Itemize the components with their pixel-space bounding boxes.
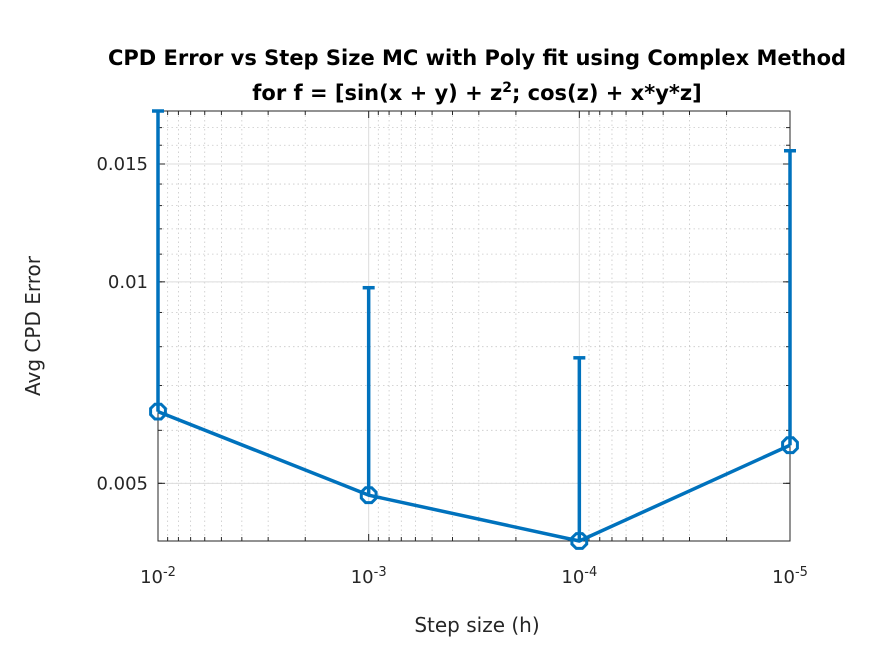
x-tick-exponent: -4 [584,565,597,580]
chart-title-line2-suffix: ; cos(z) + x*y*z] [512,81,702,105]
data-point-marker [359,486,378,505]
x-tick-exponent: -2 [163,565,176,580]
y-tick-label: 0.01 [108,272,148,293]
y-tick-label: 0.005 [96,473,148,494]
x-tick-exponent: -3 [374,565,387,580]
chart-title-line1: CPD Error vs Step Size MC with Poly fit … [108,46,846,70]
chart-title-line2: for f = [sin(x + y) + z2; cos(z) + x*y*z… [252,80,701,105]
error-bars [152,109,796,541]
x-tick-label: 10-4 [561,565,597,589]
y-tick-labels: 0.005 0.01 0.015 [96,154,148,494]
chart-title-line2-prefix: for f = [sin(x + y) + z [252,81,502,105]
x-tick-exponent: -5 [795,565,808,580]
chart-title-line2-sup: 2 [502,80,512,96]
x-tick-label: 10-2 [140,565,176,589]
x-tick-label: 10-3 [351,565,387,589]
series-markers [149,402,799,550]
x-axis-label: Step size (h) [414,613,539,637]
plot-area [158,111,790,541]
x-tick-labels: 10-2 10-3 10-4 10-5 [140,565,808,589]
y-axis-label: Avg CPD Error [21,255,45,396]
x-tick-base: 10 [772,567,795,588]
series-line [157,409,791,543]
x-tick-base: 10 [351,567,374,588]
x-tick-label: 10-5 [772,565,808,589]
y-tick-label: 0.015 [96,154,148,175]
data-point-marker [149,402,167,421]
x-tick-base: 10 [561,567,584,588]
data-point-marker [570,532,589,550]
x-tick-base: 10 [140,567,163,588]
data-point-marker [781,436,799,455]
